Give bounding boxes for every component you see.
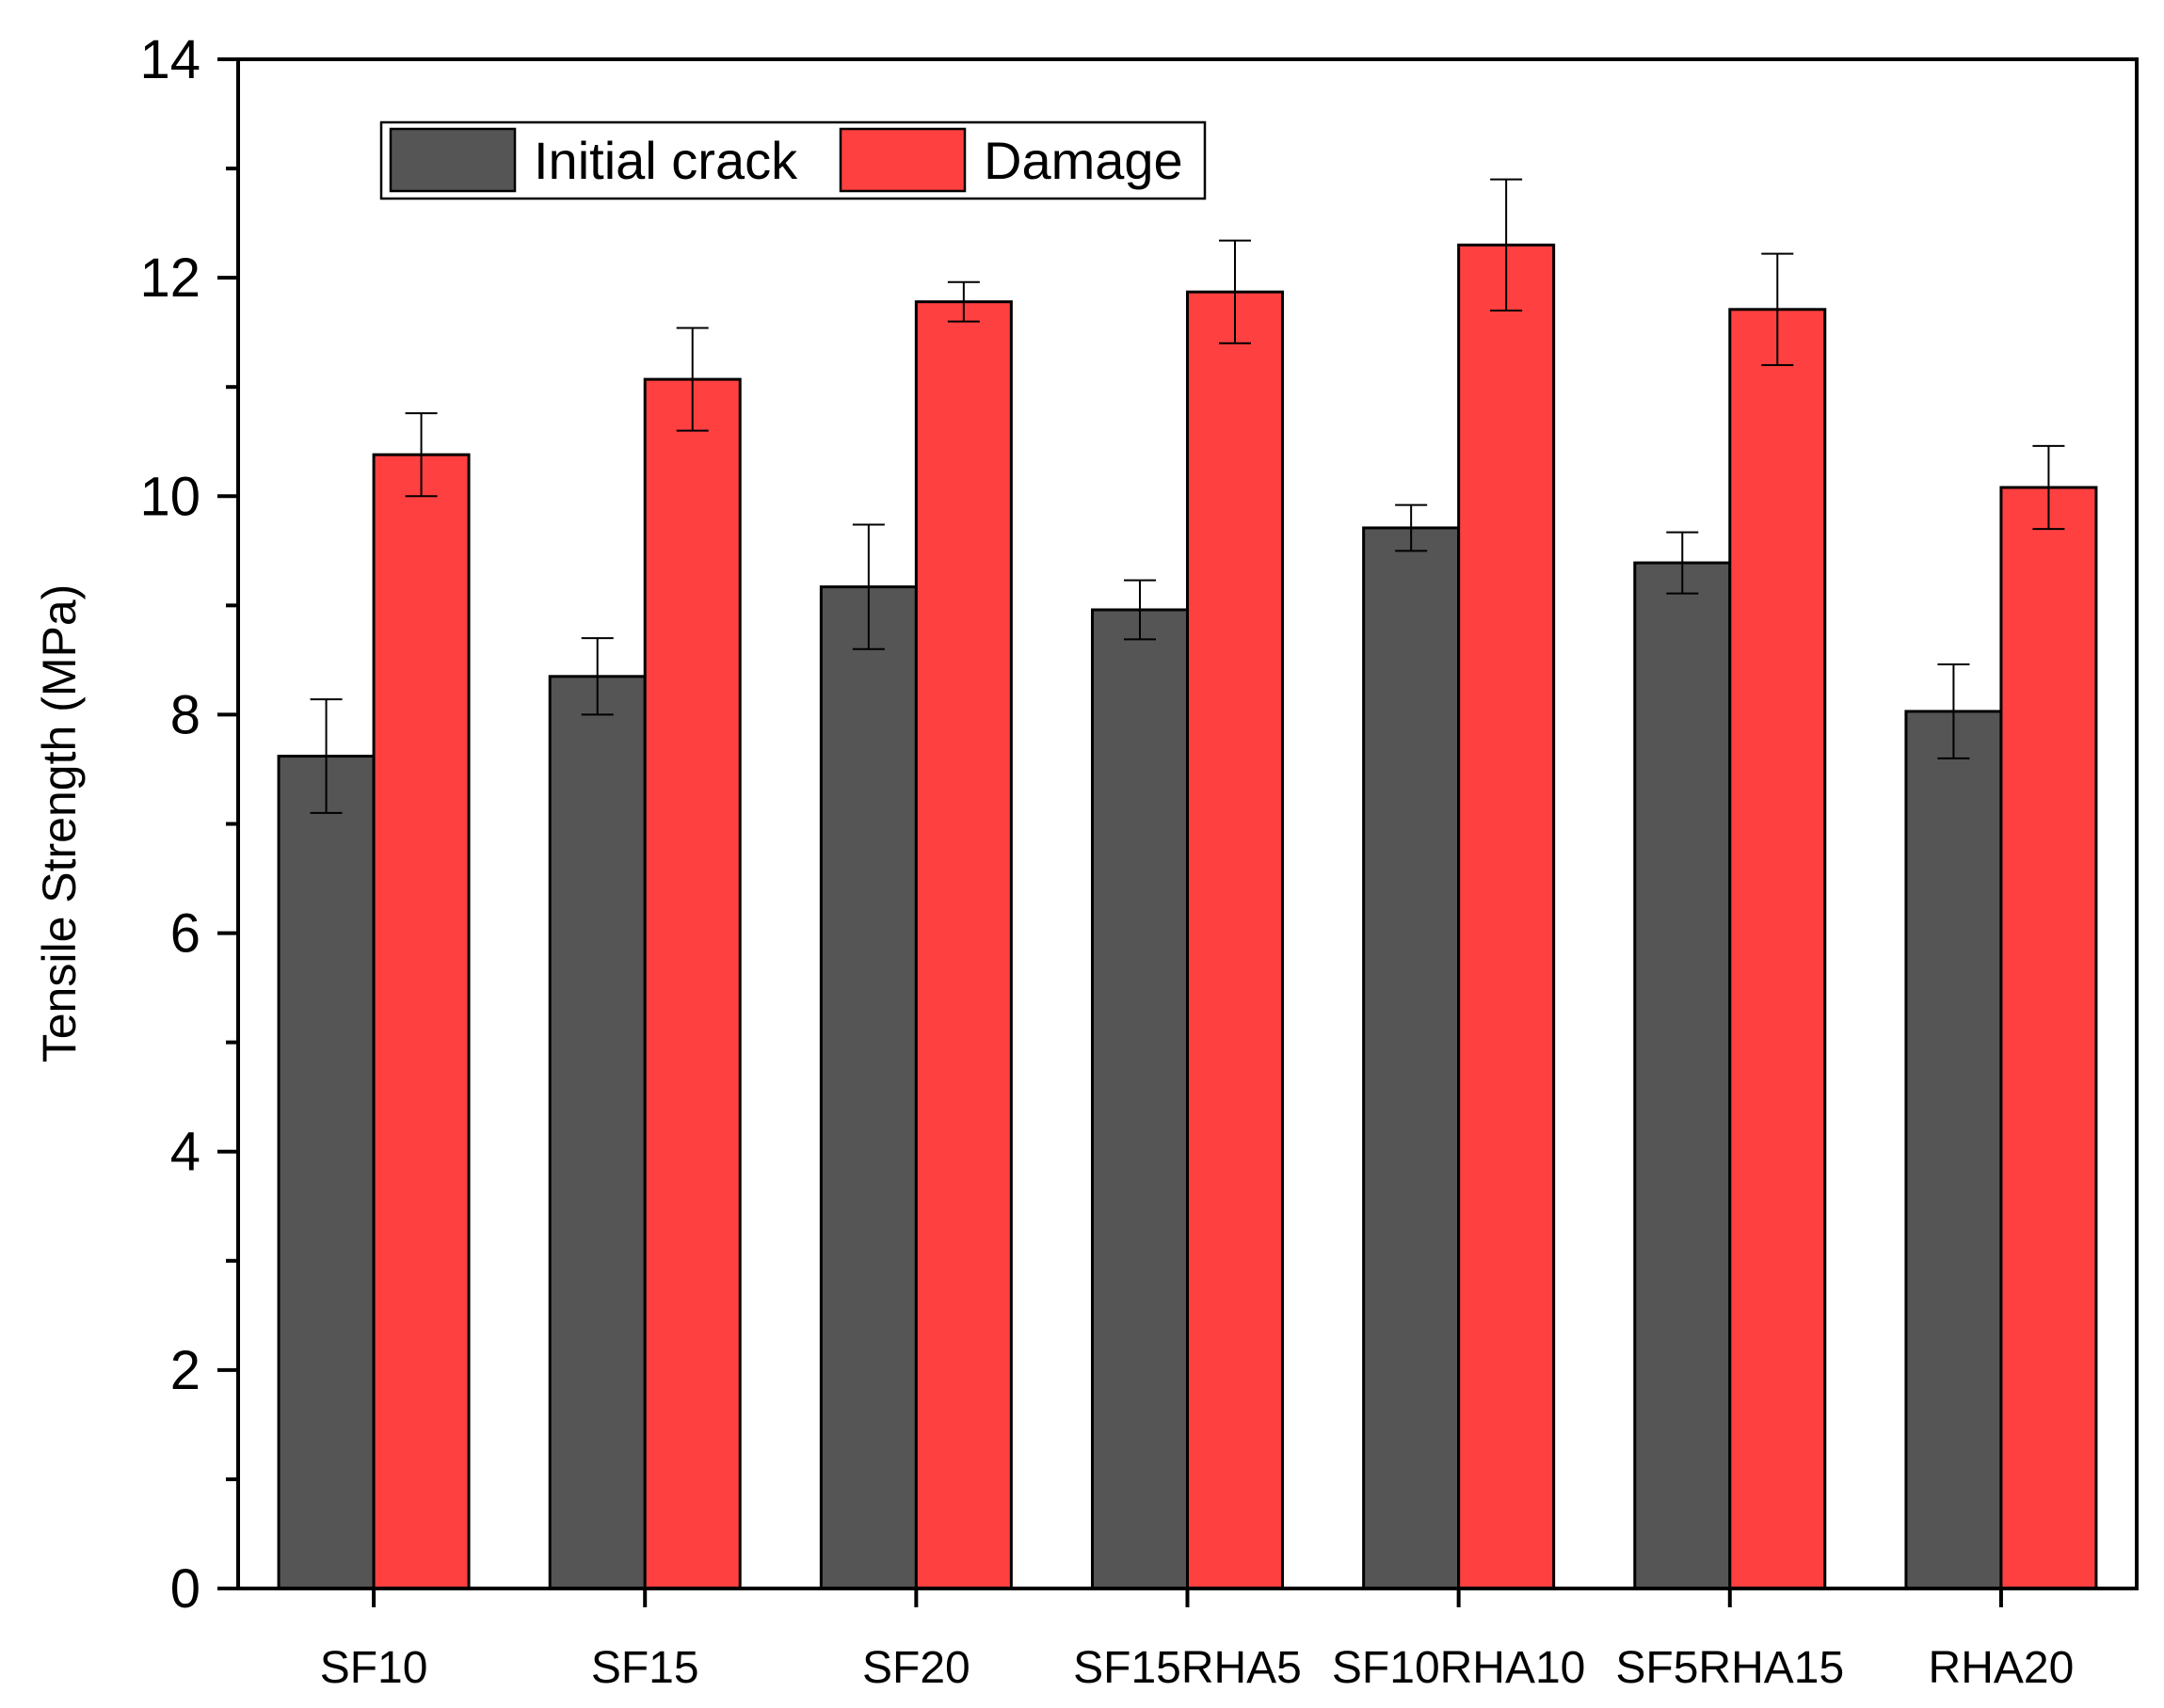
legend-label-damage: Damage	[984, 131, 1183, 190]
legend: Initial crack Damage	[379, 120, 1207, 200]
y-tick-label: 2	[170, 1340, 200, 1401]
x-tick-label-sf15rha5: SF15RHA5	[1073, 1643, 1302, 1693]
bar-initial-crack-sf15	[548, 675, 647, 1590]
x-tick-label-sf10rha10: SF10RHA10	[1332, 1643, 1585, 1693]
bar-initial-crack-sf10rha10	[1362, 526, 1461, 1590]
x-tick-label-sf10: SF10	[320, 1643, 428, 1693]
legend-swatch-damage	[839, 127, 967, 193]
bars-layer	[277, 243, 2098, 1590]
y-tick-label: 6	[170, 903, 200, 965]
y-tick-label: 10	[139, 466, 200, 527]
bar-damage-sf5rha15	[1728, 308, 1827, 1590]
bar-damage-sf15	[643, 377, 742, 1590]
y-axis-title: Tensile Strength (MPa)	[33, 584, 86, 1063]
bar-initial-crack-rha20	[1904, 710, 2003, 1590]
bar-damage-rha20	[1999, 486, 2098, 1590]
bar-damage-sf10	[372, 453, 471, 1590]
bar-initial-crack-sf10	[277, 755, 376, 1590]
legend-swatch-initial-crack	[389, 127, 517, 193]
x-tick-label-rha20: RHA20	[1929, 1643, 2075, 1693]
y-axis: 0 2 4 6 8 10 12 14	[139, 29, 238, 1620]
y-tick-label: 8	[170, 684, 200, 745]
y-tick-label: 0	[170, 1558, 200, 1620]
error-bars-layer	[310, 178, 2065, 814]
y-tick-label: 12	[139, 247, 200, 309]
bar-damage-sf20	[914, 300, 1013, 1590]
x-tick-label-sf5rha15: SF5RHA15	[1615, 1643, 1844, 1693]
bar-initial-crack-sf5rha15	[1633, 561, 1732, 1590]
x-tick-label-sf20: SF20	[862, 1643, 970, 1693]
x-tick-label-sf15: SF15	[591, 1643, 699, 1693]
y-tick-label: 4	[170, 1122, 200, 1183]
legend-label-initial-crack: Initial crack	[534, 131, 798, 190]
bar-damage-sf10rha10	[1457, 243, 1556, 1590]
bar-damage-sf15rha5	[1186, 290, 1284, 1590]
bar-initial-crack-sf15rha5	[1091, 608, 1189, 1590]
legend-box	[379, 120, 1207, 200]
y-tick-label: 14	[139, 29, 200, 90]
x-axis: SF10 SF15 SF20 SF15RHA5 SF10RHA10 SF5RHA15 RHA…	[320, 1588, 2075, 1693]
bar-initial-crack-sf20	[819, 585, 918, 1590]
